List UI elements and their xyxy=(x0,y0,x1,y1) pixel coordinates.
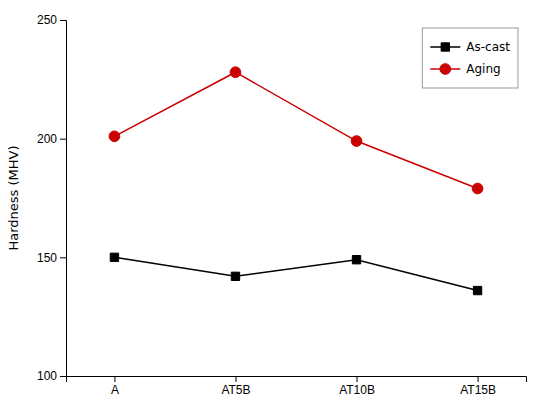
series-marker xyxy=(473,286,481,294)
y-tick-mark xyxy=(60,257,66,258)
y-tick-mark xyxy=(60,20,66,21)
chart-svg: 100 150 200 250 A AT5B AT10B AT15B As-cast Aging H… xyxy=(0,0,550,420)
x-tick-mark xyxy=(478,376,479,382)
x-tick-label: AT5B xyxy=(221,383,250,397)
x-tick-label: AT10B xyxy=(339,383,375,397)
x-tick: AT5B xyxy=(221,376,250,397)
legend-label: As-cast xyxy=(466,40,510,54)
x-tick-label: AT15B xyxy=(460,383,496,397)
y-tick-mark xyxy=(60,376,66,377)
x-tick: AT15B xyxy=(460,376,496,397)
series-marker xyxy=(109,131,120,142)
legend: As-cast Aging xyxy=(422,28,518,88)
series-marker xyxy=(351,136,362,147)
legend-item: As-cast xyxy=(430,40,510,54)
y-axis-line xyxy=(60,21,67,377)
x-tick-mark xyxy=(235,376,236,382)
series-line xyxy=(114,257,477,290)
y-tick-label: 100 xyxy=(37,369,57,383)
y-axis: 100 150 200 250 xyxy=(37,13,67,383)
x-tick-mark xyxy=(114,376,115,382)
marks xyxy=(109,67,483,295)
x-axis: A AT5B AT10B AT15B xyxy=(67,376,527,397)
series-marker xyxy=(231,272,239,280)
y-tick-label: 250 xyxy=(37,13,57,27)
x-tick: AT10B xyxy=(339,376,375,397)
legend-item: Aging xyxy=(430,62,500,76)
y-tick: 200 xyxy=(37,132,66,146)
y-tick: 250 xyxy=(37,13,66,27)
series-line xyxy=(114,72,477,188)
plot-area: 100 150 200 250 A AT5B AT10B AT15B As-cast Aging xyxy=(37,13,527,396)
x-axis-line xyxy=(67,377,527,383)
y-tick-label: 150 xyxy=(37,251,57,265)
y-tick: 150 xyxy=(37,251,66,265)
series-marker xyxy=(230,67,241,78)
legend-box xyxy=(422,28,518,88)
chart-container: 100 150 200 250 A AT5B AT10B AT15B As-cast Aging H… xyxy=(0,0,550,420)
x-tick-label: A xyxy=(111,383,119,397)
y-axis-title: Hardness (MHV) xyxy=(6,145,21,250)
x-tick-mark xyxy=(357,376,358,382)
series-marker xyxy=(352,256,360,264)
x-tick: A xyxy=(111,376,119,397)
y-tick-mark xyxy=(60,139,66,140)
legend-swatch-marker xyxy=(441,43,449,51)
legend-swatch-marker xyxy=(440,64,451,75)
series-marker xyxy=(110,253,118,261)
y-tick-label: 200 xyxy=(37,132,57,146)
legend-label: Aging xyxy=(466,62,500,76)
y-tick: 100 xyxy=(37,369,66,383)
series-marker xyxy=(472,183,483,194)
